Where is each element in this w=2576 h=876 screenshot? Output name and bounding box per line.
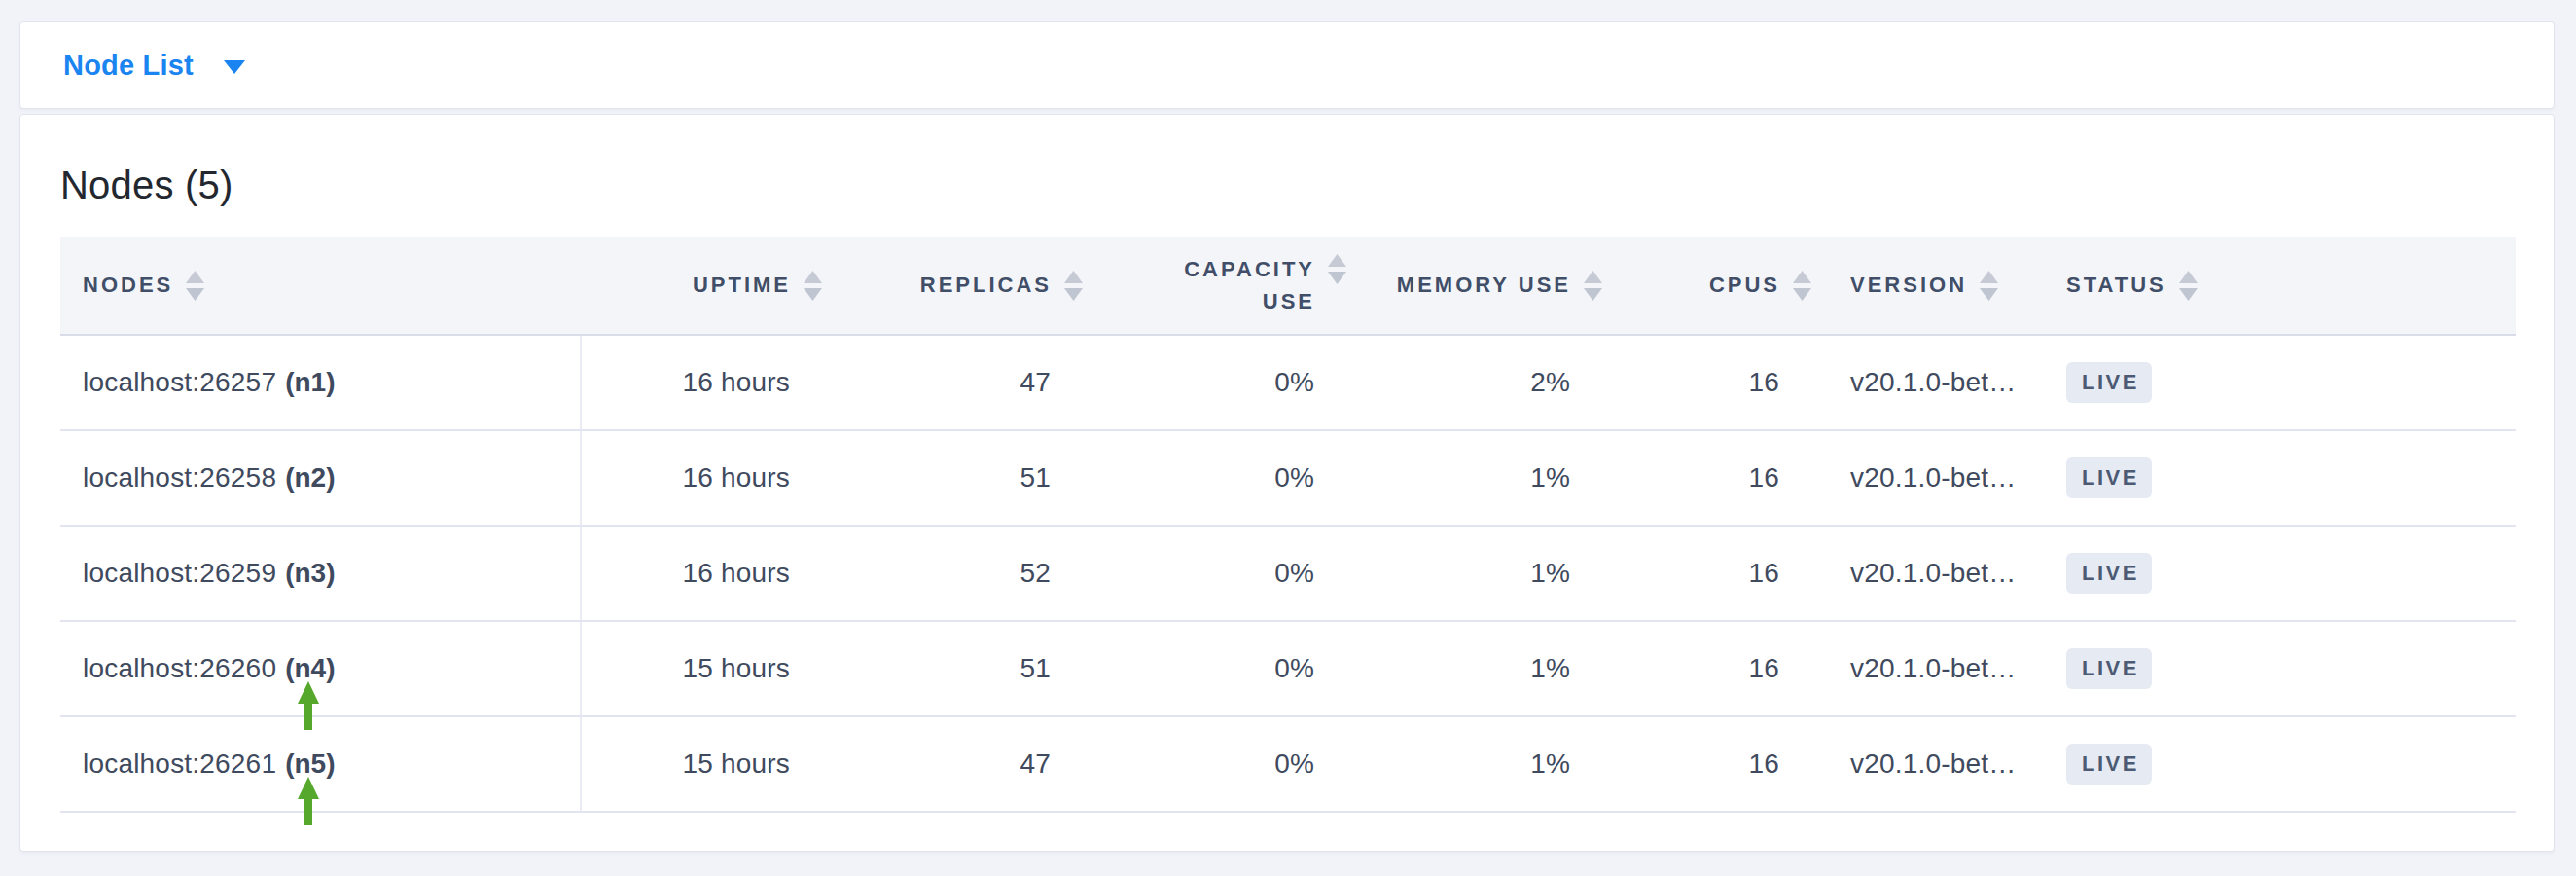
version-cell: v20.1.0-bet… [1828,336,2044,429]
node-list-dropdown-label: Node List [63,50,194,82]
annotation-arrow-icon [297,777,320,825]
cpus-cell: 16 [1619,717,1828,811]
chevron-down-icon [224,60,245,74]
table-row: localhost:26260 (n4) 15 hours510%1%16v20.1… [60,622,2516,717]
nodes-panel: Nodes (5) NODES UPTIME REPLICAS CAPACITYUSE… [19,114,2555,852]
status-cell: LIVE [2044,336,2516,429]
cpus-cell: 16 [1619,431,1828,525]
capacity_use-cell: 0% [1099,336,1363,429]
status-badge: LIVE [2066,362,2152,403]
uptime-cell: 15 hours [582,717,839,811]
capacity_use-cell: 0% [1099,622,1363,715]
nodes-cell: localhost:26261 (n5) [60,717,582,811]
replicas-cell: 47 [839,336,1099,429]
sort-icon [1792,271,1812,301]
column-header-label: STATUS [2066,273,2166,298]
node-address: localhost:26260 [83,653,276,684]
memory_use-cell: 1% [1363,717,1619,811]
table-row: localhost:26258 (n2) 16 hours510%1%16v20.1… [60,431,2516,527]
sort-icon [1063,271,1084,301]
sort-icon [1327,254,1347,284]
annotation-arrow-icon [297,681,320,730]
node-list-dropdown[interactable]: Node List [63,50,245,82]
status-cell: LIVE [2044,622,2516,715]
column-header-label: MEMORY USE [1397,273,1571,298]
column-header-nodes[interactable]: NODES [60,237,582,334]
cpus-cell: 16 [1619,336,1828,429]
node-address: localhost:26259 [83,558,276,589]
status-cell: LIVE [2044,527,2516,620]
capacity_use-cell: 0% [1099,527,1363,620]
replicas-cell: 52 [839,527,1099,620]
node-address: localhost:26261 [83,748,276,780]
nodes-table: NODES UPTIME REPLICAS CAPACITYUSE MEMORY USE… [60,237,2516,813]
nodes-cell: localhost:26260 (n4) [60,622,582,715]
status-badge: LIVE [2066,744,2152,785]
capacity_use-cell: 0% [1099,717,1363,811]
column-header-version[interactable]: VERSION [1828,237,2044,334]
sort-icon [185,271,205,301]
column-header-uptime[interactable]: UPTIME [582,237,839,334]
version-cell: v20.1.0-bet… [1828,622,2044,715]
status-badge: LIVE [2066,457,2152,498]
screen: Node List Nodes (5) NODES UPTIME REPLICAS C… [0,0,2576,876]
node-id: (n3) [285,558,335,589]
nodes-cell: localhost:26257 (n1) [60,336,582,429]
version-cell: v20.1.0-bet… [1828,527,2044,620]
table-header-row: NODES UPTIME REPLICAS CAPACITYUSE MEMORY USE… [60,237,2516,336]
memory_use-cell: 2% [1363,336,1619,429]
cpus-cell: 16 [1619,622,1828,715]
status-badge: LIVE [2066,553,2152,594]
replicas-cell: 51 [839,431,1099,525]
memory_use-cell: 1% [1363,622,1619,715]
column-header-label: CPUS [1709,273,1780,298]
column-header-replicas[interactable]: REPLICAS [839,237,1099,334]
sort-icon [2178,271,2199,301]
table-row: localhost:26259 (n3) 16 hours520%1%16v20.1… [60,527,2516,622]
node-id: (n2) [285,462,335,493]
version-cell: v20.1.0-bet… [1828,717,2044,811]
column-header-cpus[interactable]: CPUS [1619,237,1828,334]
sort-icon [1979,271,1999,301]
uptime-cell: 15 hours [582,622,839,715]
column-header-memory_use[interactable]: MEMORY USE [1363,237,1619,334]
column-header-label: VERSION [1850,273,1967,298]
node-id: (n4) [285,653,335,684]
memory_use-cell: 1% [1363,527,1619,620]
status-cell: LIVE [2044,717,2516,811]
cpus-cell: 16 [1619,527,1828,620]
replicas-cell: 47 [839,717,1099,811]
uptime-cell: 16 hours [582,336,839,429]
node-id: (n5) [285,748,335,780]
status-cell: LIVE [2044,431,2516,525]
column-header-label: UPTIME [693,273,791,298]
node-address: localhost:26258 [83,462,276,493]
table-row: localhost:26261 (n5) 15 hours470%1%16v20.1… [60,717,2516,813]
status-badge: LIVE [2066,648,2152,689]
uptime-cell: 16 hours [582,527,839,620]
replicas-cell: 51 [839,622,1099,715]
sort-icon [1583,271,1603,301]
nodes-cell: localhost:26258 (n2) [60,431,582,525]
sort-icon [803,271,823,301]
version-cell: v20.1.0-bet… [1828,431,2044,525]
column-header-label: NODES [83,273,173,298]
node-address: localhost:26257 [83,367,276,398]
nodes-cell: localhost:26259 (n3) [60,527,582,620]
column-header-label: CAPACITYUSE [1184,253,1315,317]
node-id: (n1) [285,367,335,398]
page-title: Nodes (5) [60,164,2554,206]
memory_use-cell: 1% [1363,431,1619,525]
table-body: localhost:26257(n1)16 hours470%2%16v20.1… [60,336,2516,813]
uptime-cell: 16 hours [582,431,839,525]
column-header-status[interactable]: STATUS [2044,237,2516,334]
column-header-capacity_use[interactable]: CAPACITYUSE [1099,237,1363,334]
capacity_use-cell: 0% [1099,431,1363,525]
table-row: localhost:26257 (n1) 16 hours470%2%16v20.1… [60,336,2516,431]
column-header-label: REPLICAS [920,273,1052,298]
view-selector-bar: Node List [19,21,2555,109]
